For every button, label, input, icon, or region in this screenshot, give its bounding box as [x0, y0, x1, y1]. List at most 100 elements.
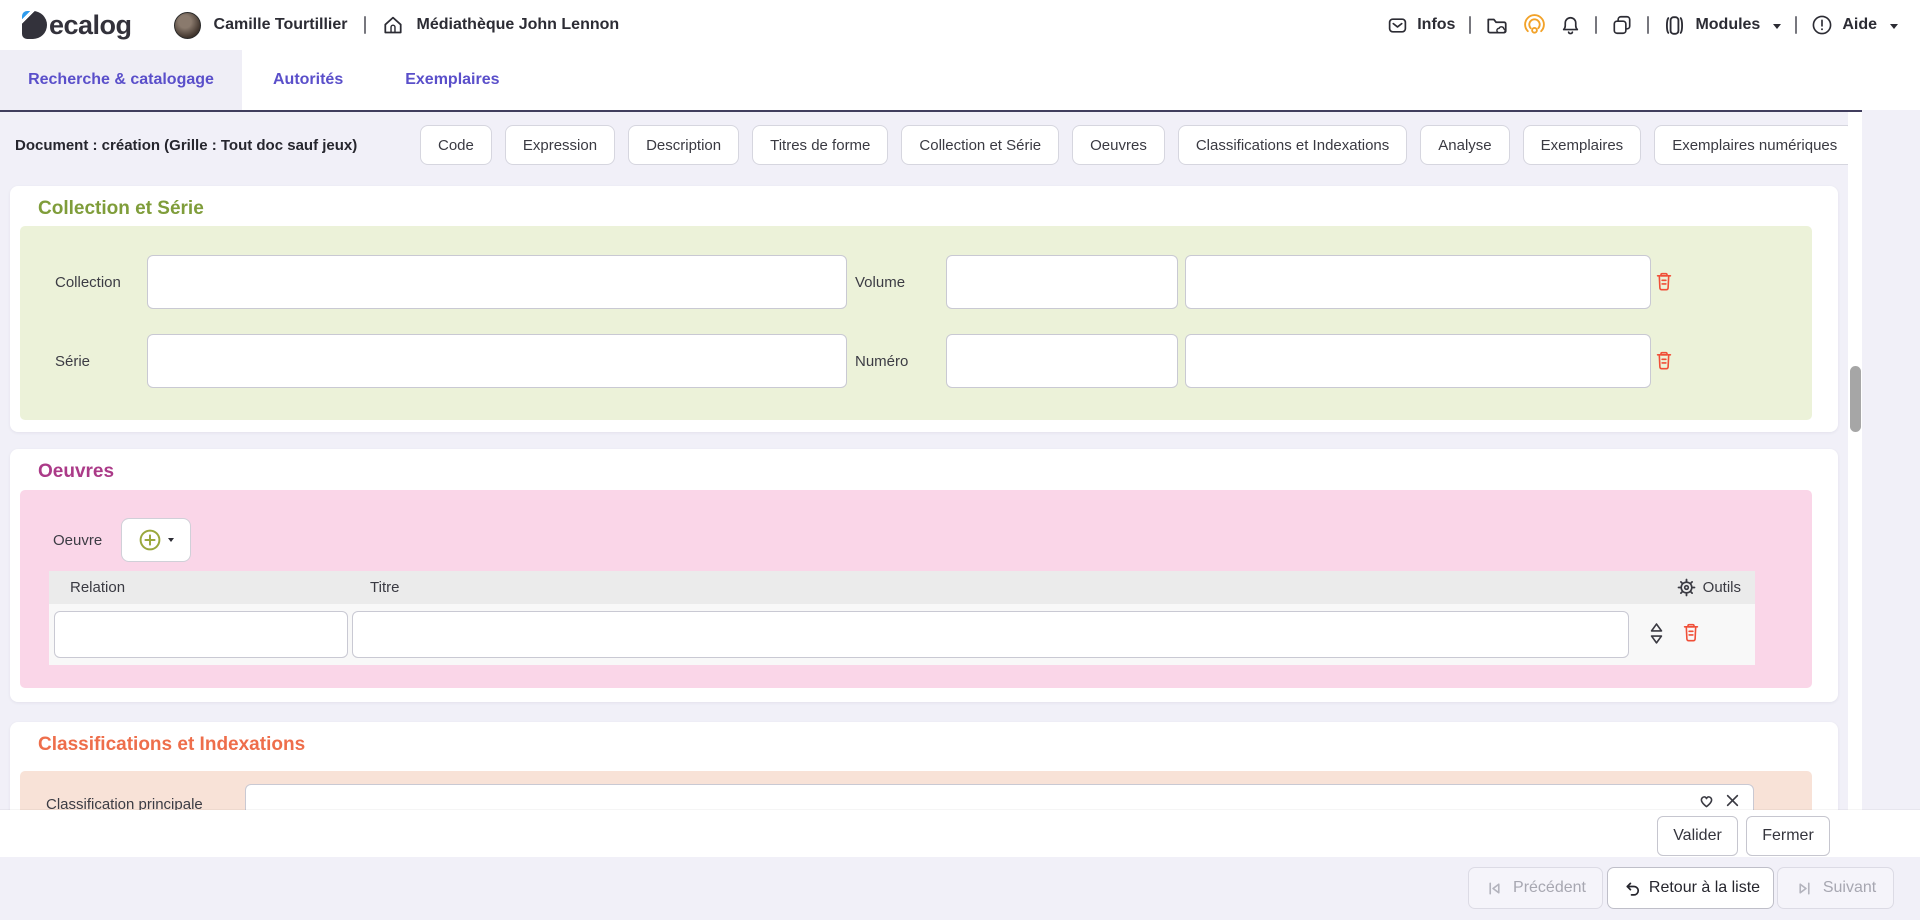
scrollbar-thumb[interactable] — [1850, 366, 1861, 432]
volume-input[interactable] — [946, 255, 1178, 309]
retour-liste-button[interactable]: Retour à la liste — [1607, 867, 1774, 909]
modules-icon — [1663, 14, 1686, 37]
divider — [1469, 16, 1472, 34]
user-name: Camille Tourtillier — [213, 16, 348, 33]
relation-input[interactable] — [54, 611, 348, 658]
home-icon — [382, 14, 404, 36]
divider — [1647, 16, 1650, 34]
numero-input[interactable] — [946, 334, 1178, 388]
document-title: Document : création (Grille : Tout doc s… — [15, 136, 358, 154]
topbar: ecalog Camille Tourtillier Médiathèque J… — [0, 0, 1920, 50]
numero-label: Numéro — [855, 353, 909, 370]
form-action-bar: Valider Fermer — [0, 810, 1920, 857]
nav-expression-button[interactable]: Expression — [504, 125, 616, 165]
retour-liste-label: Retour à la liste — [1648, 879, 1761, 896]
tab-exemplaires[interactable]: Exemplaires — [405, 71, 500, 88]
aide-label: Aide — [1842, 16, 1877, 33]
section-nav-buttons: Code Expression Description Titres de fo… — [420, 125, 1848, 165]
nav-collection-serie-button[interactable]: Collection et Série — [901, 125, 1060, 165]
add-oeuvre-button[interactable] — [121, 518, 191, 562]
favorite-heart-icon[interactable] — [1697, 791, 1716, 810]
valider-button[interactable]: Valider — [1657, 816, 1738, 856]
divider — [1795, 16, 1798, 34]
delete-collection-row-button[interactable] — [1654, 270, 1674, 293]
nav-exemplaires-numeriques-button[interactable]: Exemplaires numériques — [1654, 125, 1848, 165]
oeuvres-panel: Oeuvre Relation Titre Outils — [20, 490, 1812, 688]
divider — [1595, 16, 1598, 34]
section-collection-serie: Collection et Série Collection Volume Sé… — [10, 186, 1838, 432]
aide-menu[interactable]: Aide — [1811, 14, 1898, 36]
tabbar-underline — [0, 110, 1862, 112]
section-title: Oeuvres — [38, 461, 115, 482]
tab-recherche-catalogage[interactable]: Recherche & catalogage — [0, 50, 242, 110]
suivant-label: Suivant — [1822, 879, 1877, 896]
oeuvre-table-row — [49, 604, 1755, 665]
nav-code-button[interactable]: Code — [420, 125, 492, 165]
tab-autorites[interactable]: Autorités — [273, 71, 344, 88]
collection-label: Collection — [55, 274, 121, 291]
logo-text: ecalog — [49, 9, 132, 40]
clear-x-icon[interactable] — [1725, 793, 1740, 808]
collection-input[interactable] — [147, 255, 847, 309]
document-toolbar: Document : création (Grille : Tout doc s… — [0, 112, 1848, 178]
section-title: Collection et Série — [38, 198, 204, 219]
classification-principale-label: Classification principale — [46, 796, 203, 813]
volume-label: Volume — [855, 274, 906, 291]
nav-exemplaires-button[interactable]: Exemplaires — [1522, 125, 1642, 165]
nav-description-button[interactable]: Description — [628, 125, 740, 165]
chevron-down-icon — [1773, 23, 1782, 29]
library-name: Médiathèque John Lennon — [416, 16, 620, 33]
infos-label: Infos — [1417, 16, 1456, 33]
nav-oeuvres-button[interactable]: Oeuvres — [1072, 125, 1165, 165]
fermer-button[interactable]: Fermer — [1746, 816, 1830, 856]
modules-label: Modules — [1695, 16, 1761, 33]
precedent-label: Précédent — [1513, 879, 1586, 896]
modules-menu[interactable]: Modules — [1663, 14, 1782, 37]
precedent-button[interactable]: Précédent — [1468, 867, 1603, 909]
infos-button[interactable]: Infos — [1387, 15, 1455, 36]
oeuvres-table-header: Relation Titre Outils — [49, 571, 1755, 604]
library-info[interactable]: Médiathèque John Lennon — [382, 14, 620, 36]
delete-serie-row-button[interactable] — [1654, 349, 1674, 372]
nav-analyse-button[interactable]: Analyse — [1420, 125, 1510, 165]
nav-classifications-button[interactable]: Classifications et Indexations — [1177, 125, 1408, 165]
delete-oeuvre-row-button[interactable] — [1681, 621, 1701, 644]
main-tabbar: Recherche & catalogage Autorités Exempla… — [0, 50, 1920, 110]
decalog-d-mark-icon — [22, 11, 47, 39]
folder-cloud-icon[interactable] — [1485, 13, 1509, 37]
section-oeuvres: Oeuvres Oeuvre Relation Titre — [10, 449, 1838, 702]
divider — [363, 16, 366, 34]
bell-icon[interactable] — [1560, 15, 1581, 36]
oeuvre-label: Oeuvre — [53, 532, 103, 549]
user-avatar[interactable] — [173, 11, 201, 39]
titre-input[interactable] — [352, 611, 1629, 658]
skip-previous-icon — [1485, 879, 1504, 898]
undo-arrow-icon — [1621, 879, 1640, 898]
chevron-down-icon — [1890, 23, 1898, 29]
serie-input[interactable] — [147, 334, 847, 388]
serie-label: Série — [55, 353, 91, 370]
nav-titres-de-forme-button[interactable]: Titres de forme — [752, 125, 889, 165]
table-tools[interactable]: Outils — [1677, 578, 1741, 597]
chevron-down-icon — [168, 538, 174, 542]
user-info[interactable]: Camille Tourtillier — [173, 11, 348, 39]
volume-detail-input[interactable] — [1185, 255, 1651, 309]
copy-pages-icon[interactable] — [1611, 14, 1633, 36]
numero-detail-input[interactable] — [1185, 334, 1651, 388]
vertical-scrollbar[interactable] — [1848, 112, 1862, 857]
gear-icon[interactable] — [1677, 578, 1696, 597]
suivant-button[interactable]: Suivant — [1777, 867, 1894, 909]
form-scroll-area: Collection et Série Collection Volume Sé… — [0, 178, 1848, 920]
record-navigation-bar: Précédent Retour à la liste Suivant — [0, 857, 1920, 920]
tools-label: Outils — [1702, 579, 1741, 596]
circle-plus-icon — [138, 528, 162, 552]
info-circle-icon — [1811, 14, 1833, 36]
logo-decalog[interactable]: ecalog — [22, 10, 132, 41]
reorder-row-handle[interactable] — [1649, 620, 1664, 648]
broadcast-icon[interactable] — [1523, 13, 1546, 37]
section-title: Classifications et Indexations — [38, 734, 306, 755]
column-header-relation: Relation — [70, 579, 126, 596]
skip-next-icon — [1795, 879, 1814, 898]
collection-serie-panel: Collection Volume Série Numéro — [20, 226, 1812, 420]
